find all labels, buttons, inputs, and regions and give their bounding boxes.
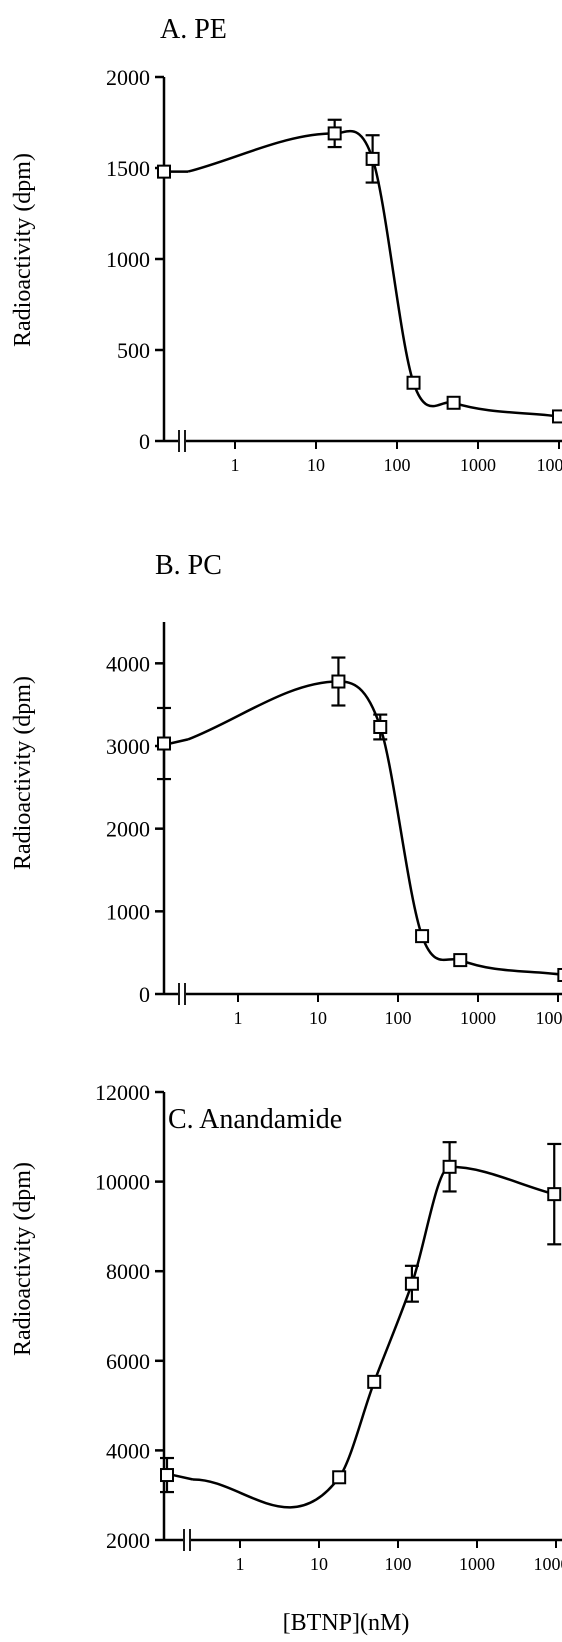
y-tick-label: 2000 (106, 65, 150, 90)
chart-panel-b: B. PC Radioactivity (dpm) 0 1000 2000 3000 4… (10, 550, 562, 1028)
y-tick-label: 1000 (106, 899, 150, 924)
data-point (552, 409, 562, 424)
x-tick-label: 10000 (534, 1554, 562, 1574)
data-point (373, 719, 388, 734)
data-point (157, 736, 171, 751)
x-tick-label: 10 (309, 1008, 327, 1028)
y-tick-label: 8000 (106, 1259, 150, 1284)
data-point (332, 1470, 347, 1485)
control-connector (169, 738, 189, 745)
axis-break-gap (178, 429, 186, 453)
x-tick-label: 10 (310, 1554, 328, 1574)
y-axis-label: Radioactivity (dpm) (10, 153, 36, 347)
data-point (404, 1276, 419, 1291)
x-tick-label: 1 (234, 1008, 243, 1028)
y-tick-label: 6000 (106, 1349, 150, 1374)
chart-title: A. PE (160, 14, 227, 45)
y-tick-label: 2000 (106, 1528, 150, 1553)
x-tick-label: 100 (385, 1554, 412, 1574)
chart-panel-c: C. Anandamide Radioactivity (dpm) 2000 40… (10, 1080, 562, 1574)
data-point (557, 967, 562, 982)
data-point (406, 375, 421, 390)
y-tick-label: 0 (139, 429, 150, 454)
data-point (442, 1159, 457, 1174)
data-point (331, 674, 346, 689)
x-axis-label: [BTNP](nM) (283, 1610, 410, 1636)
y-tick-label: 1000 (106, 247, 150, 272)
x-tick-label: 1000 (459, 1554, 495, 1574)
chart-title: B. PC (155, 550, 222, 581)
x-tick-label: 1000 (460, 455, 496, 475)
fitted-curve (187, 680, 562, 976)
y-axis-label: Radioactivity (dpm) (10, 676, 36, 870)
data-point (327, 126, 342, 141)
fitted-curve (192, 1165, 555, 1509)
control-connector (172, 1473, 194, 1481)
chart-title: C. Anandamide (168, 1104, 342, 1135)
chart-panel-a: A. PE Radioactivity (dpm) 0 500 1000 1500 20… (10, 14, 562, 475)
y-tick-label: 10000 (95, 1170, 150, 1195)
y-tick-label: 1500 (106, 156, 150, 181)
data-point (160, 1468, 174, 1483)
x-tick-label: 10000 (536, 1008, 562, 1028)
data-point (547, 1187, 562, 1202)
x-tick-label: 1000 (460, 1008, 496, 1028)
x-tick-label: 100 (385, 1008, 412, 1028)
y-axis-label: Radioactivity (dpm) (10, 1162, 36, 1356)
x-tick-label: 1 (236, 1554, 245, 1574)
data-point (365, 151, 380, 166)
axis-break-gap (178, 982, 186, 1006)
data-point (367, 1374, 382, 1389)
axis-break-gap (183, 1528, 191, 1552)
y-tick-label: 4000 (106, 651, 150, 676)
y-tick-label: 3000 (106, 734, 150, 759)
x-tick-label: 10000 (537, 455, 562, 475)
y-tick-label: 0 (139, 982, 150, 1007)
x-tick-label: 1 (231, 455, 240, 475)
x-tick-label: 10 (307, 455, 325, 475)
y-tick-label: 12000 (95, 1080, 150, 1105)
y-tick-label: 500 (117, 338, 150, 363)
y-tick-label: 2000 (106, 817, 150, 842)
data-point (157, 164, 171, 179)
data-point (453, 953, 468, 968)
data-point (415, 929, 430, 944)
data-point (446, 395, 461, 410)
x-tick-label: 100 (384, 455, 411, 475)
y-tick-label: 4000 (106, 1438, 150, 1463)
